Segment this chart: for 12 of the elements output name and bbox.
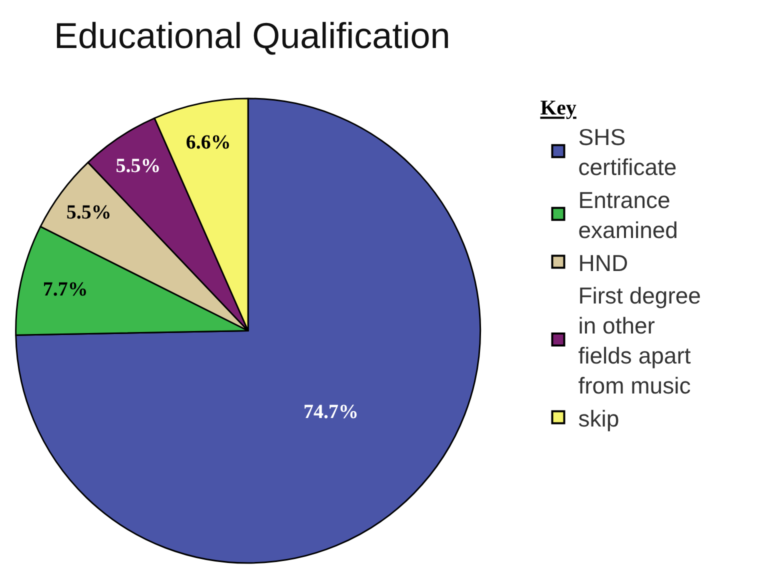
data-label: 74.7% [303, 401, 358, 424]
data-label: 5.5% [66, 202, 112, 224]
chart-title: Educational Qualification [54, 15, 450, 56]
pie-slice [15, 98, 481, 564]
legend-title: Key [540, 96, 577, 120]
legend-label: SHS certificate [578, 124, 677, 180]
data-label: 6.6% [186, 131, 231, 154]
legend-label: Entrance examined [578, 186, 678, 243]
legend-label: skip [578, 405, 620, 432]
legend-label: HND [578, 250, 628, 276]
data-label: 7.7% [42, 278, 88, 300]
data-label: 5.5% [116, 154, 161, 177]
